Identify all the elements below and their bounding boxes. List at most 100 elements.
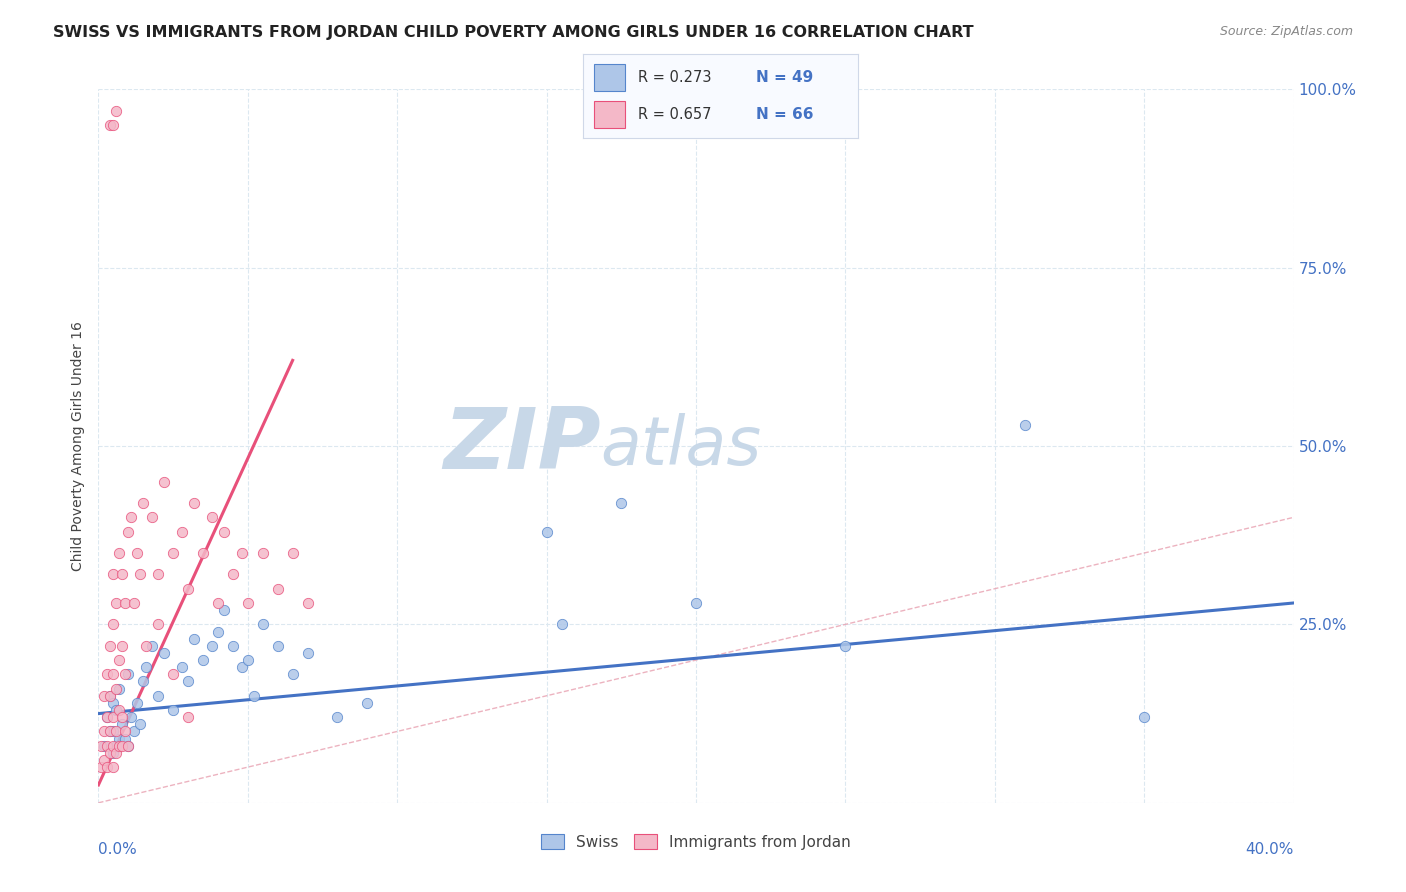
Point bbox=[117, 739, 139, 753]
Point bbox=[172, 660, 194, 674]
Text: atlas: atlas bbox=[600, 413, 762, 479]
Text: SWISS VS IMMIGRANTS FROM JORDAN CHILD POVERTY AMONG GIRLS UNDER 16 CORRELATION C: SWISS VS IMMIGRANTS FROM JORDAN CHILD PO… bbox=[53, 25, 974, 40]
Point bbox=[201, 639, 224, 653]
Point bbox=[243, 689, 266, 703]
Point bbox=[120, 710, 142, 724]
Point bbox=[297, 596, 319, 610]
Point bbox=[98, 689, 122, 703]
Point bbox=[148, 567, 170, 582]
Point bbox=[281, 546, 304, 560]
Point bbox=[1014, 417, 1036, 432]
Point bbox=[222, 639, 245, 653]
Point bbox=[162, 546, 184, 560]
Text: R = 0.657: R = 0.657 bbox=[638, 107, 711, 122]
Point bbox=[98, 746, 122, 760]
Point bbox=[281, 667, 304, 681]
Point bbox=[98, 724, 122, 739]
Point bbox=[191, 546, 214, 560]
Point bbox=[177, 674, 200, 689]
Point bbox=[141, 639, 163, 653]
Point bbox=[550, 617, 572, 632]
Y-axis label: Child Poverty Among Girls Under 16: Child Poverty Among Girls Under 16 bbox=[72, 321, 86, 571]
Point bbox=[834, 639, 856, 653]
Point bbox=[114, 667, 136, 681]
Point bbox=[114, 724, 136, 739]
Point bbox=[93, 739, 115, 753]
Point bbox=[103, 724, 125, 739]
Point bbox=[252, 546, 274, 560]
Point bbox=[183, 496, 205, 510]
Point bbox=[120, 510, 142, 524]
Point bbox=[103, 667, 125, 681]
Point bbox=[108, 731, 131, 746]
Text: N = 66: N = 66 bbox=[756, 107, 814, 122]
Point bbox=[201, 510, 224, 524]
Legend: Swiss, Immigrants from Jordan: Swiss, Immigrants from Jordan bbox=[534, 828, 858, 855]
Point bbox=[297, 646, 319, 660]
Point bbox=[103, 118, 125, 132]
Point bbox=[93, 753, 115, 767]
Point bbox=[117, 667, 139, 681]
Point bbox=[103, 696, 125, 710]
Point bbox=[536, 524, 558, 539]
Point bbox=[111, 639, 134, 653]
Point bbox=[231, 546, 253, 560]
Point bbox=[103, 760, 125, 774]
Point bbox=[98, 689, 122, 703]
Bar bbox=[595, 101, 624, 128]
Text: 0.0%: 0.0% bbox=[98, 842, 138, 857]
Point bbox=[93, 724, 115, 739]
Point bbox=[108, 703, 131, 717]
Text: Source: ZipAtlas.com: Source: ZipAtlas.com bbox=[1219, 25, 1353, 38]
Point bbox=[90, 760, 112, 774]
Point bbox=[114, 731, 136, 746]
Point bbox=[96, 710, 118, 724]
Point bbox=[108, 653, 131, 667]
Point bbox=[141, 510, 163, 524]
Point bbox=[103, 746, 125, 760]
Text: R = 0.273: R = 0.273 bbox=[638, 70, 711, 85]
Point bbox=[108, 681, 131, 696]
Point bbox=[98, 724, 122, 739]
Point bbox=[207, 624, 229, 639]
Point bbox=[212, 524, 235, 539]
Point bbox=[267, 639, 290, 653]
Point bbox=[108, 739, 131, 753]
Point bbox=[177, 710, 200, 724]
Point bbox=[356, 696, 378, 710]
Point bbox=[111, 717, 134, 731]
Point bbox=[153, 475, 176, 489]
Text: N = 49: N = 49 bbox=[756, 70, 814, 85]
Text: 40.0%: 40.0% bbox=[1246, 842, 1294, 857]
Point bbox=[108, 546, 131, 560]
Point bbox=[105, 681, 128, 696]
Point bbox=[98, 639, 122, 653]
Point bbox=[148, 617, 170, 632]
Point bbox=[105, 103, 128, 118]
Point bbox=[105, 739, 128, 753]
Point bbox=[105, 596, 128, 610]
Point bbox=[231, 660, 253, 674]
Point bbox=[236, 653, 259, 667]
Point bbox=[103, 567, 125, 582]
Point bbox=[267, 582, 290, 596]
Point bbox=[103, 710, 125, 724]
Point bbox=[98, 118, 122, 132]
Point bbox=[610, 496, 633, 510]
Point bbox=[103, 739, 125, 753]
Point bbox=[96, 667, 118, 681]
Point bbox=[162, 703, 184, 717]
Point bbox=[96, 710, 118, 724]
Point bbox=[111, 567, 134, 582]
Point bbox=[114, 596, 136, 610]
Point bbox=[207, 596, 229, 610]
Point bbox=[105, 746, 128, 760]
Point bbox=[1133, 710, 1156, 724]
Point bbox=[132, 496, 155, 510]
Point bbox=[93, 689, 115, 703]
Point bbox=[90, 739, 112, 753]
Point bbox=[111, 739, 134, 753]
Point bbox=[129, 567, 152, 582]
Point bbox=[135, 639, 157, 653]
Point bbox=[127, 696, 149, 710]
